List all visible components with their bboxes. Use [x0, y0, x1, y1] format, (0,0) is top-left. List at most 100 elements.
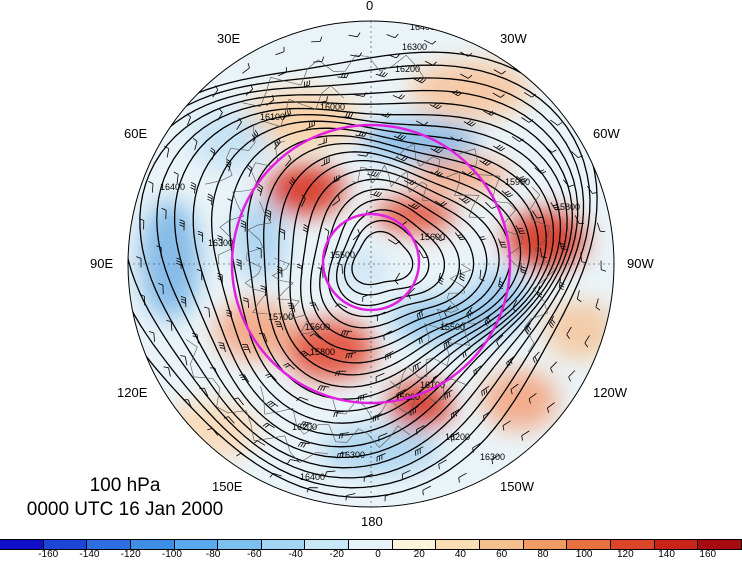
wind-barb [559, 239, 567, 250]
graticule [128, 21, 614, 507]
wind-barb [148, 331, 155, 342]
colorbar-swatch [305, 540, 350, 549]
wind-barb [256, 247, 262, 259]
lon-label-150e: 150E [212, 479, 243, 494]
caption-level: 100 hPa [89, 475, 161, 496]
wind-barb [410, 405, 419, 416]
wind-barb [300, 80, 311, 88]
lon-label-120e: 120E [117, 385, 148, 400]
wind-barb [571, 151, 583, 159]
wind-barb [397, 388, 406, 399]
wind-barb [161, 207, 167, 220]
wind-barb [236, 258, 242, 270]
wind-barb [576, 290, 582, 303]
wind-barb [378, 432, 388, 442]
wind-barb [333, 411, 345, 418]
wind-barb [479, 269, 485, 282]
contour-label: 15800 [555, 202, 580, 212]
wind-barb [226, 309, 233, 321]
wind-barb [539, 247, 547, 258]
wind-barb [566, 326, 572, 339]
wind-barb [354, 92, 367, 97]
wind-barb [401, 469, 411, 480]
wind-barb [367, 170, 380, 177]
colorbar-tick-label: -80 [205, 549, 221, 560]
wind-barb [418, 334, 428, 345]
wind-barb [355, 130, 368, 137]
contour-label: 16300 [402, 42, 427, 52]
wind-barb [265, 373, 277, 381]
wind-barb [423, 39, 437, 45]
wind-barb [521, 430, 530, 441]
wind-barb [277, 67, 287, 77]
colorbar-swatch [174, 540, 219, 549]
wind-barb [352, 229, 360, 241]
wind-barb [430, 146, 443, 154]
wind-barb [532, 210, 543, 219]
wind-barb [362, 293, 372, 302]
wind-barb [413, 76, 426, 84]
wind-barb [192, 137, 198, 151]
wind-barb [242, 344, 251, 354]
contour-label: 15500 [330, 250, 355, 260]
wind-barb [296, 396, 309, 402]
wind-barb [301, 194, 306, 207]
wind-barb [580, 252, 587, 264]
wind-barb [562, 179, 574, 187]
wind-barb [239, 374, 250, 383]
wind-barb [242, 62, 250, 74]
wind-barb [393, 133, 407, 141]
wind-barb [227, 198, 233, 210]
colorbar-tick-label: -140 [79, 549, 100, 560]
wind-barb [520, 262, 526, 274]
colorbar-swatch [43, 540, 88, 549]
wind-barb [424, 60, 437, 66]
wind-barb [190, 181, 196, 194]
contour-label: 16200 [292, 422, 317, 432]
contour-label: 16400 [160, 182, 185, 192]
wind-barb [450, 432, 460, 442]
wind-barb [430, 170, 443, 177]
wind-barb [483, 410, 492, 421]
colorbar-tick-label: 60 [496, 549, 508, 560]
wind-barb [458, 197, 471, 204]
wind-barb [450, 89, 463, 97]
wind-barb [550, 202, 561, 211]
lon-label-30w: 30W [500, 31, 527, 46]
contour-label: 16100 [260, 112, 285, 122]
lon-label-60w: 60W [593, 126, 620, 141]
magenta-circle-outer [230, 123, 512, 405]
wind-barb [386, 33, 399, 39]
wind-barb [335, 370, 347, 377]
caption-time: 0000 UTC 16 Jan 2000 [26, 499, 224, 520]
contour-label: 15900 [505, 177, 530, 187]
wind-barb [416, 425, 425, 435]
lon-label-90e: 90E [90, 256, 114, 271]
wind-barb [475, 231, 486, 241]
wind-barb [199, 387, 209, 397]
colorbar-tick-label: 120 [616, 549, 634, 560]
colorbar [0, 539, 742, 550]
wind-barb [385, 350, 394, 361]
wind-barb [245, 84, 253, 96]
wind-barb [434, 233, 446, 242]
wind-barb [511, 136, 524, 142]
wind-barb [357, 393, 368, 402]
wind-barb [498, 238, 507, 248]
wind-barbs [136, 32, 607, 502]
wind-barb [173, 171, 179, 184]
wind-barb [332, 195, 340, 206]
wind-barb [418, 249, 429, 259]
wind-barb [340, 330, 353, 336]
wind-barb [274, 137, 281, 150]
wind-barb [313, 56, 325, 63]
wind-barb [317, 137, 328, 146]
wind-barb [584, 335, 590, 348]
wind-barb [180, 355, 188, 366]
wind-barb [139, 294, 146, 306]
wind-barb [454, 232, 466, 241]
wind-barb [363, 473, 374, 482]
wind-barb [209, 147, 216, 160]
wind-barb [547, 402, 555, 413]
lon-label-180: 180 [361, 514, 383, 529]
